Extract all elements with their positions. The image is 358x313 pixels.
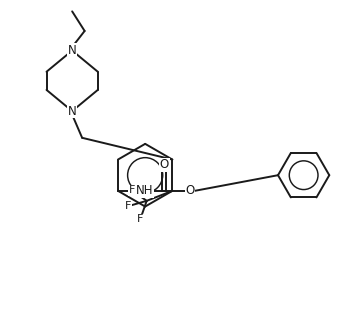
Text: O: O — [160, 158, 169, 172]
Text: N: N — [68, 44, 77, 57]
Text: O: O — [185, 184, 195, 198]
Text: NH: NH — [136, 184, 153, 198]
Text: F: F — [137, 214, 144, 224]
Text: F: F — [129, 185, 135, 195]
Text: F: F — [125, 201, 131, 211]
Text: N: N — [68, 105, 77, 118]
